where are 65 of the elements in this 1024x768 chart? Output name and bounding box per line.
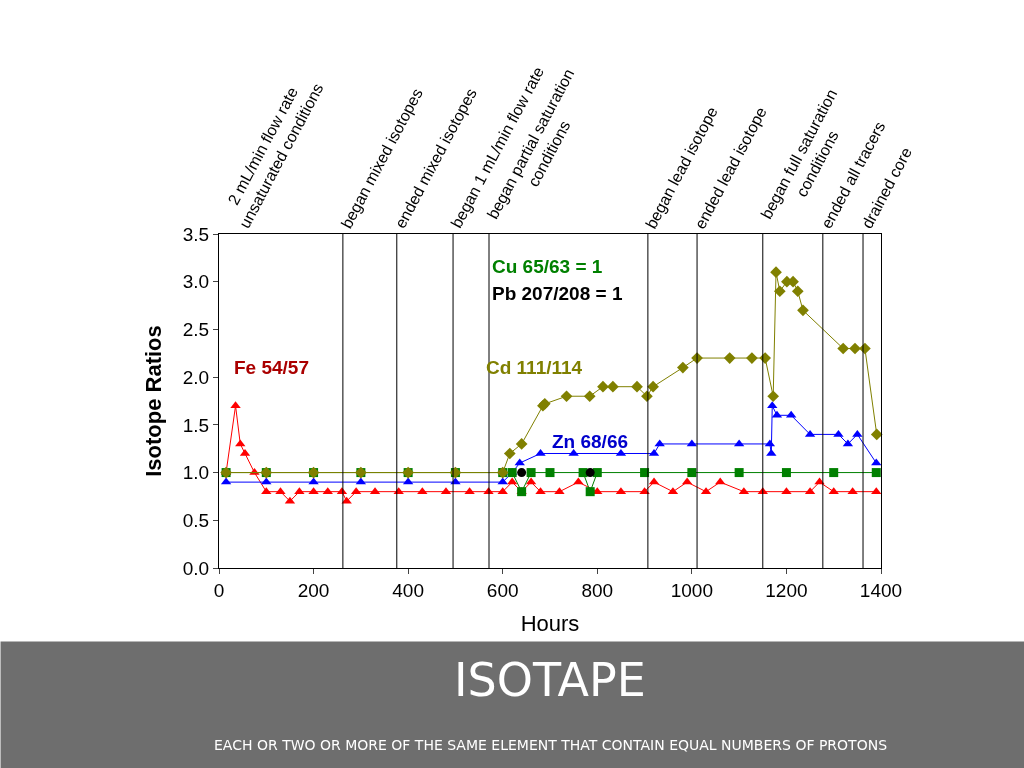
y-tick-label: 2.5: [182, 319, 210, 341]
x-tick-label: 1200: [765, 579, 808, 601]
point: [770, 266, 782, 279]
point: [766, 448, 777, 456]
point: [585, 468, 595, 478]
point: [723, 352, 736, 364]
point: [871, 468, 881, 478]
point: [849, 342, 861, 355]
point: [781, 468, 791, 478]
point: [514, 458, 525, 466]
point: [654, 439, 665, 447]
point: [230, 401, 241, 409]
point: [767, 390, 780, 403]
point: [773, 285, 786, 298]
y-axis-title: Isotope Ratios: [140, 325, 166, 477]
point: [526, 468, 536, 478]
point: [517, 468, 527, 478]
point: [852, 429, 863, 437]
annotation: Cu 65/63 = 1: [492, 256, 603, 277]
x-tick-label: 1400: [859, 579, 903, 601]
point: [560, 390, 573, 403]
point: [870, 428, 883, 441]
x-tick-label: 800: [581, 579, 614, 601]
point: [871, 458, 882, 466]
y-tick-label: 0.0: [182, 557, 210, 579]
annotation: Cd 111/114: [486, 357, 583, 378]
point: [734, 468, 744, 478]
x-tick-label: 0: [213, 579, 225, 601]
point: [583, 390, 596, 403]
point: [837, 342, 850, 355]
text: EACH OR TWO OR MORE OF THE SAME ELEMENT THAT CONTAIN EQUAL NUMBERS OF PROTONS: [214, 737, 888, 753]
annotation: Fe 54/57: [234, 357, 309, 378]
y-tick-label: 3.5: [182, 223, 210, 245]
point: [535, 448, 546, 456]
point: [568, 448, 579, 456]
point: [677, 361, 689, 374]
annotation: Pb 207/208 = 1: [492, 283, 623, 304]
point: [592, 468, 602, 478]
point: [503, 447, 516, 460]
point: [515, 438, 528, 450]
point: [791, 285, 804, 298]
x-tick-label: 400: [392, 579, 424, 601]
annotation: Zn 68/66: [552, 431, 629, 452]
y-tick-label: 1.0: [182, 462, 210, 484]
x-tick-label: 1000: [670, 579, 713, 601]
y-tick-label: 3.0: [182, 271, 210, 293]
point: [631, 380, 643, 393]
point: [647, 380, 659, 393]
point: [597, 380, 609, 393]
point: [833, 429, 844, 437]
point: [767, 401, 778, 409]
y-tick-label: 0.5: [182, 509, 210, 531]
text: ISOTAPE: [454, 653, 646, 707]
x-tick-label: 200: [297, 579, 330, 601]
point: [585, 487, 595, 497]
x-tick-label: 600: [486, 579, 519, 601]
y-tick-label: 2.0: [182, 366, 210, 388]
point: [607, 380, 619, 393]
point: [545, 468, 555, 478]
point: [829, 468, 839, 478]
y-tick-label: 1.5: [182, 414, 210, 436]
point: [235, 439, 246, 447]
point: [687, 468, 697, 478]
point: [797, 304, 809, 317]
x-axis-title: Hours: [520, 610, 580, 636]
